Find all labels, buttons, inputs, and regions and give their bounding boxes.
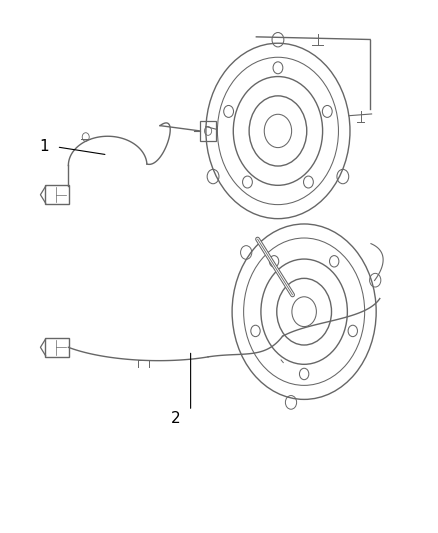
Text: 1: 1	[39, 140, 49, 155]
Text: 2: 2	[170, 410, 180, 425]
